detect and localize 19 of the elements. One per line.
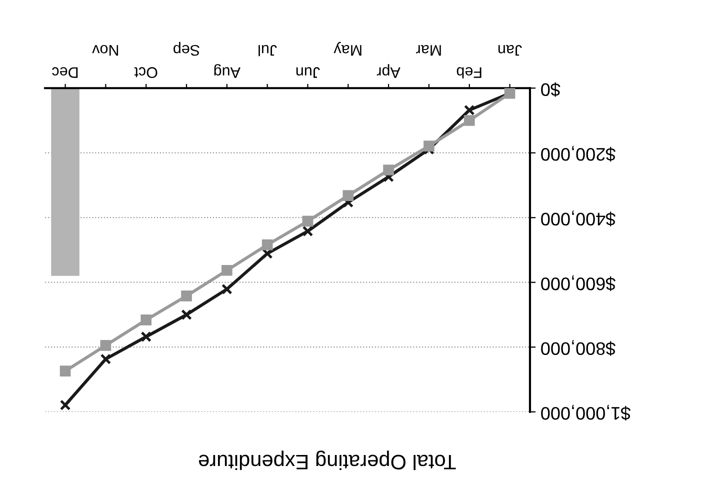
x-tick-label: May: [334, 42, 362, 56]
y-tick-label: $1,000,000: [541, 404, 631, 421]
x-tick-label: Jan: [498, 44, 522, 56]
x-tick-label: Oct: [134, 67, 158, 78]
x-tick-label: Jun: [296, 67, 320, 78]
x-tick-label: Jul: [258, 44, 277, 56]
x-tick-label: Dec: [52, 67, 78, 78]
y-tick-label: $200,000: [541, 146, 616, 162]
x-tick-label: Sep: [174, 42, 200, 56]
x-tick-label: Mar: [416, 44, 441, 56]
x-tick-label: Nov: [92, 44, 118, 56]
text: Total Operating Expenditure: [198, 450, 456, 470]
y-tick-label: $400,000: [541, 210, 616, 226]
x-tick-label: Aug: [214, 64, 240, 78]
x-tick-label: Apr: [376, 64, 400, 78]
y-tick-label: $800,000: [541, 340, 616, 356]
x-tick-label: Feb: [456, 67, 482, 78]
y-tick-label: $0: [541, 82, 560, 97]
y-tick-label: $600,000: [541, 275, 616, 292]
